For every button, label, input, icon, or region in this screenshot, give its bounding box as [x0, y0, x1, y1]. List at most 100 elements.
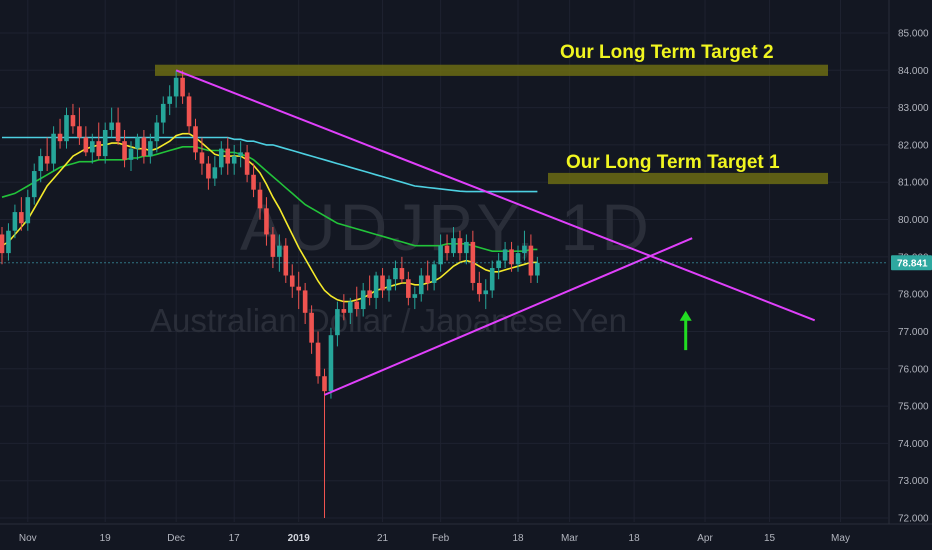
candle[interactable]	[535, 256, 540, 283]
candle[interactable]	[102, 122, 108, 164]
price-tick-label: 85.000	[898, 29, 929, 40]
candle[interactable]	[219, 141, 224, 175]
candle[interactable]	[25, 189, 31, 231]
candle[interactable]	[502, 241, 508, 269]
candle[interactable]	[431, 260, 437, 291]
candle[interactable]	[528, 234, 534, 283]
time-tick-label: 19	[100, 533, 112, 544]
candle[interactable]	[148, 133, 153, 164]
candle[interactable]	[444, 234, 450, 261]
candle[interactable]	[173, 70, 179, 108]
candle[interactable]	[283, 238, 289, 283]
candle[interactable]	[19, 197, 24, 231]
target-zone-1[interactable]	[548, 172, 828, 185]
candle[interactable]	[167, 85, 172, 116]
candle[interactable]	[115, 107, 121, 145]
candle[interactable]	[386, 275, 392, 302]
candle[interactable]	[57, 118, 63, 149]
candle[interactable]	[238, 141, 243, 168]
candle[interactable]	[109, 107, 114, 138]
price-axis[interactable]: 72.000 73.000 74.000 75.000 76.000 77.000 78.0…	[888, 0, 932, 550]
candle[interactable]	[322, 368, 327, 518]
candle[interactable]	[451, 227, 456, 257]
candle[interactable]	[438, 234, 443, 272]
candle-body	[412, 294, 418, 298]
candle[interactable]	[141, 130, 147, 164]
candle[interactable]	[257, 182, 263, 220]
candle[interactable]	[128, 141, 134, 172]
ascending-trendline[interactable]	[324, 237, 693, 396]
candle[interactable]	[186, 92, 192, 134]
candle[interactable]	[380, 268, 385, 298]
target-zone-2[interactable]	[155, 64, 828, 76]
candle[interactable]	[309, 305, 314, 354]
candle[interactable]	[328, 327, 334, 399]
candle[interactable]	[96, 122, 102, 160]
candle[interactable]	[244, 144, 250, 183]
candle[interactable]	[77, 107, 82, 145]
candle-body	[6, 230, 11, 254]
candle[interactable]	[296, 271, 301, 310]
candle[interactable]	[515, 245, 521, 272]
candle[interactable]	[90, 133, 95, 164]
candle[interactable]	[206, 156, 211, 190]
candle[interactable]	[31, 163, 37, 205]
candle[interactable]	[6, 223, 11, 261]
candle[interactable]	[277, 234, 282, 272]
trendlines[interactable]	[175, 69, 816, 396]
candle[interactable]	[360, 282, 366, 317]
candle[interactable]	[0, 227, 5, 265]
candle[interactable]	[393, 260, 398, 291]
candle[interactable]	[160, 96, 166, 134]
candle[interactable]	[180, 70, 185, 104]
candle[interactable]	[289, 264, 295, 298]
candle[interactable]	[193, 118, 198, 160]
candle[interactable]	[457, 230, 463, 261]
candle[interactable]	[199, 137, 205, 175]
candle[interactable]	[225, 137, 231, 175]
candle[interactable]	[231, 144, 237, 175]
candle[interactable]	[70, 103, 76, 134]
candle[interactable]	[354, 286, 360, 317]
candle[interactable]	[64, 107, 69, 149]
candle[interactable]	[83, 126, 89, 157]
candle[interactable]	[406, 271, 411, 306]
candle[interactable]	[51, 126, 56, 172]
candle[interactable]	[212, 156, 218, 186]
candle[interactable]	[522, 230, 527, 261]
target-zones[interactable]: Our Long Term Target 2 Our Long Term Targ…	[155, 42, 828, 185]
candle[interactable]	[154, 115, 160, 153]
candle[interactable]	[270, 227, 276, 269]
candle[interactable]	[412, 286, 418, 310]
candle[interactable]	[348, 297, 353, 324]
time-axis[interactable]: Nov 19 Dec 17 2019 21 Feb 18 Mar 18 Apr 15 May	[0, 523, 932, 550]
candle[interactable]	[38, 148, 43, 183]
candle[interactable]	[496, 253, 501, 280]
candle[interactable]	[477, 271, 482, 302]
candle[interactable]	[373, 271, 379, 310]
candle[interactable]	[315, 331, 321, 384]
candle-body	[31, 171, 37, 198]
candle[interactable]	[44, 137, 50, 172]
candle[interactable]	[12, 204, 18, 239]
candle[interactable]	[251, 163, 256, 198]
price-tick-label: 78.000	[898, 290, 929, 301]
candle[interactable]	[464, 234, 469, 265]
candle[interactable]	[483, 279, 489, 310]
candle[interactable]	[367, 275, 372, 306]
descending-trendline[interactable]	[175, 69, 816, 322]
candle[interactable]	[264, 197, 269, 246]
candle[interactable]	[135, 133, 140, 160]
candlesticks[interactable]	[0, 70, 540, 518]
candle[interactable]	[335, 301, 340, 347]
candle[interactable]	[418, 268, 424, 302]
candle[interactable]	[302, 282, 308, 324]
candle[interactable]	[489, 260, 495, 298]
candle[interactable]	[399, 256, 405, 283]
candle[interactable]	[341, 294, 347, 321]
candle[interactable]	[509, 241, 514, 272]
candle-body	[270, 234, 276, 257]
candle[interactable]	[122, 130, 127, 168]
candle[interactable]	[425, 260, 430, 291]
